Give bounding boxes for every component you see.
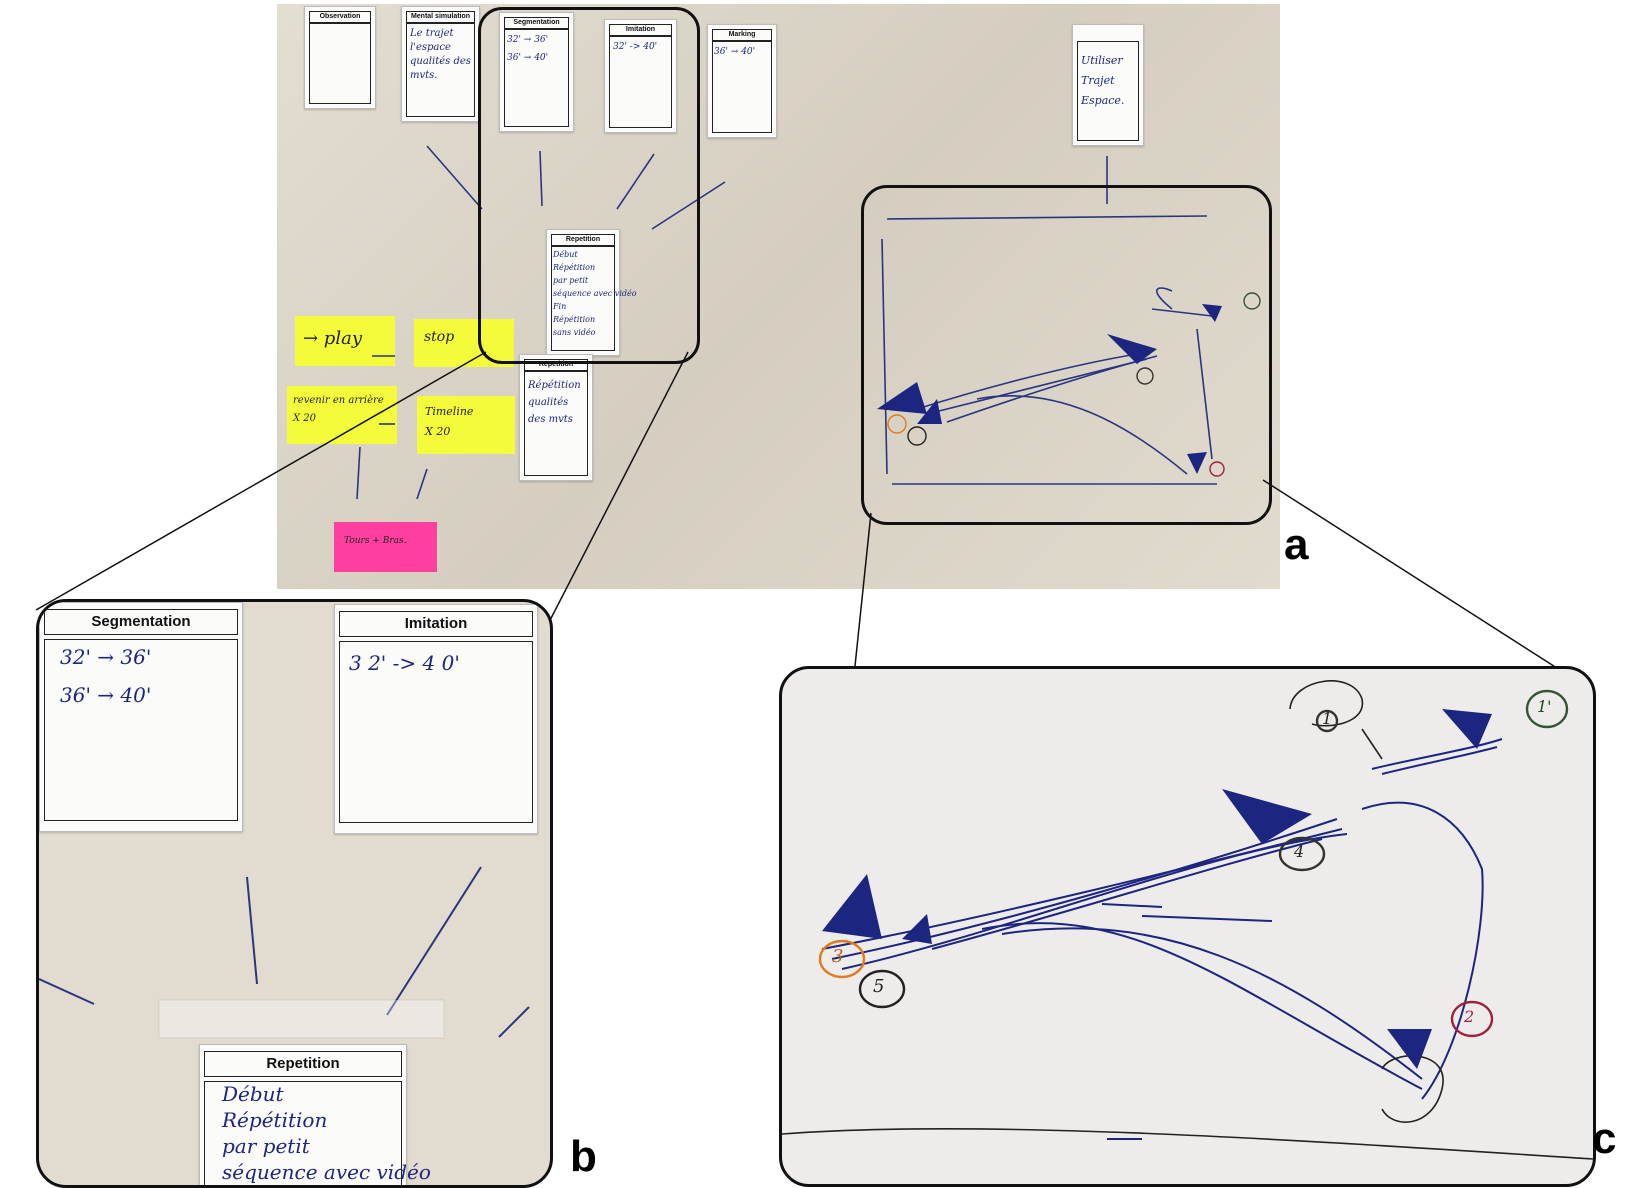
card-box (712, 41, 772, 133)
sticky-play: → play (295, 316, 395, 366)
marker-1-prime: 1' (1537, 697, 1552, 716)
card-box (609, 36, 672, 128)
panel-label-a: a (1284, 520, 1309, 569)
marker-5: 5 (873, 976, 885, 997)
inset-repetition-card: Repetition Début Répétition par petit sé… (199, 1044, 431, 1185)
sticky-pink: Tours + Bras. (334, 522, 437, 572)
card-title: Repetition (551, 234, 615, 246)
card-line-1: 32' -> 40' (613, 42, 658, 52)
repetition-card-2: Repetition Répétition qualités des mvts (519, 354, 593, 481)
marker-2: 2 (1464, 1007, 1475, 1026)
inset-b: Segmentation 32' → 36' 36' → 40' Imitati… (36, 599, 553, 1188)
mental-simulation-card: Mental simulation Le trajet l'espace qua… (401, 6, 480, 122)
card-box (44, 639, 238, 821)
sticky-text: revenir en arrière X 20 (293, 395, 384, 424)
card-handwriting: Début Répétition par petit séquence avec… (222, 1082, 431, 1184)
marking-card: Marking 36' → 40' (707, 24, 777, 138)
marker-1: 1 (1322, 709, 1333, 728)
card-line-2: 36' → 40' (60, 683, 152, 707)
card-box (551, 246, 615, 351)
card-box (339, 641, 533, 823)
segmentation-card: Segmentation 32' → 36' 36' → 40' (499, 12, 574, 132)
utiliser-card: Utiliser Trajet Espace. (1072, 24, 1144, 146)
card-line-1: 32' → 36' (60, 645, 152, 669)
card-title: Segmentation (44, 609, 238, 635)
card-handwriting: Répétition qualités des mvts (528, 380, 581, 425)
inset-c: 3 5 4 2 1' 1 (779, 666, 1596, 1187)
marker-4: 4 (1294, 842, 1305, 861)
card-box (406, 23, 475, 117)
imitation-card: Imitation 32' -> 40' (604, 19, 677, 133)
card-title: Imitation (609, 24, 672, 36)
highlight-box-c (861, 185, 1272, 525)
card-title: Imitation (339, 611, 533, 637)
card-title: Repetition (524, 359, 588, 371)
card-title: Repetition (204, 1051, 402, 1077)
card-box (204, 1081, 402, 1185)
card-line-2: 36' → 40' (507, 53, 549, 63)
card-box (1077, 41, 1139, 141)
card-line-1: 36' → 40' (714, 47, 756, 57)
sticky-text: Tours + Bras. (344, 536, 407, 546)
card-title: Observation (309, 11, 371, 23)
panel-label-b: b (570, 1132, 597, 1181)
sticky-timeline: Timeline X 20 (417, 396, 515, 454)
inset-b-lines (39, 866, 530, 1039)
sticky-text: → play (303, 328, 362, 349)
sticky-text: Timeline X 20 (425, 405, 474, 438)
repetition-card-1: Repetition Début Répétition par petit sé… (546, 229, 637, 356)
card-title: Mental simulation (406, 11, 475, 23)
floor-plan-sketch (782, 680, 1593, 1160)
highlight-box-b (478, 7, 700, 364)
card-line-1: 32' → 36' (507, 35, 549, 45)
card-title: Marking (712, 29, 772, 41)
inset-imitation-card: Imitation 3 2' -> 4 0' (334, 604, 538, 834)
overview-photo: Observation Mental simulation Le trajet … (277, 4, 1280, 589)
card-box (504, 29, 569, 127)
card-handwriting: Début Répétition par petit séquence avec… (553, 250, 637, 337)
panel-label-c: c (1592, 1114, 1617, 1163)
sticky-text: stop (424, 329, 455, 345)
sketch-lines-a (356, 145, 1261, 500)
card-line-1: 3 2' -> 4 0' (349, 651, 460, 675)
card-handwriting: Utiliser Trajet Espace. (1081, 54, 1125, 107)
observation-card: Observation (304, 6, 376, 109)
card-handwriting: Le trajet l'espace qualités des mvts. (410, 28, 471, 81)
card-box (309, 23, 371, 104)
inset-segmentation-card: Segmentation 32' → 36' 36' → 40' (39, 602, 243, 832)
card-title: Segmentation (504, 17, 569, 29)
card-box (524, 371, 588, 476)
marker-3: 3 (832, 946, 844, 967)
